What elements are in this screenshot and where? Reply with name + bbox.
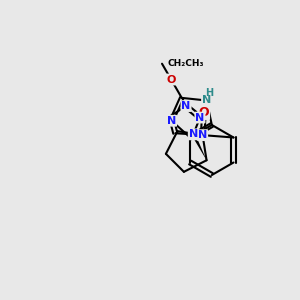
- Text: N: N: [167, 116, 176, 126]
- Text: N: N: [182, 101, 190, 111]
- Text: H: H: [205, 88, 213, 98]
- Text: N: N: [198, 130, 207, 140]
- Text: N: N: [189, 129, 198, 140]
- Text: O: O: [167, 74, 176, 85]
- Text: CH₂CH₃: CH₂CH₃: [167, 58, 204, 68]
- Text: N: N: [195, 112, 205, 123]
- Text: N: N: [202, 95, 211, 106]
- Polygon shape: [192, 134, 207, 160]
- Text: O: O: [199, 106, 209, 119]
